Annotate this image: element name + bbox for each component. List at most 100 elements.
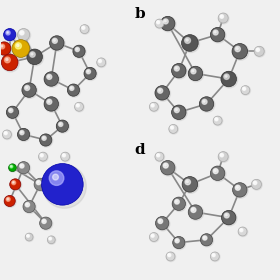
Circle shape <box>43 137 45 139</box>
Circle shape <box>155 152 165 162</box>
Circle shape <box>257 49 258 50</box>
Circle shape <box>191 69 196 74</box>
Circle shape <box>61 152 70 161</box>
Circle shape <box>41 155 42 156</box>
Circle shape <box>74 102 83 111</box>
Circle shape <box>155 86 171 101</box>
Circle shape <box>150 233 158 241</box>
Circle shape <box>172 197 186 211</box>
Circle shape <box>152 104 153 106</box>
Circle shape <box>53 174 59 180</box>
Circle shape <box>34 178 46 190</box>
Circle shape <box>218 152 228 162</box>
Circle shape <box>182 35 199 53</box>
Circle shape <box>176 200 178 202</box>
Circle shape <box>221 210 236 225</box>
Circle shape <box>225 214 227 216</box>
Circle shape <box>27 235 29 237</box>
Circle shape <box>238 227 248 237</box>
Circle shape <box>151 234 154 237</box>
Circle shape <box>98 59 101 63</box>
Circle shape <box>251 179 262 189</box>
Circle shape <box>225 75 227 77</box>
Circle shape <box>6 106 18 118</box>
Circle shape <box>235 185 240 190</box>
Circle shape <box>43 220 45 222</box>
Circle shape <box>18 162 31 175</box>
Circle shape <box>150 102 159 112</box>
Circle shape <box>220 153 223 157</box>
Circle shape <box>4 132 7 135</box>
Circle shape <box>160 160 175 175</box>
Circle shape <box>1 54 18 71</box>
Circle shape <box>218 13 229 24</box>
Circle shape <box>80 25 89 34</box>
Circle shape <box>158 88 163 93</box>
Circle shape <box>6 58 8 61</box>
Circle shape <box>40 134 52 146</box>
Circle shape <box>42 219 46 223</box>
Circle shape <box>160 16 175 31</box>
Circle shape <box>11 166 12 167</box>
Circle shape <box>21 165 22 166</box>
Circle shape <box>174 108 179 113</box>
Circle shape <box>97 58 106 67</box>
Circle shape <box>164 20 166 22</box>
Circle shape <box>1 45 3 47</box>
Circle shape <box>40 154 43 157</box>
Circle shape <box>18 29 31 42</box>
Circle shape <box>185 38 190 43</box>
Circle shape <box>20 164 24 168</box>
Circle shape <box>52 38 57 43</box>
Circle shape <box>212 254 215 257</box>
Circle shape <box>26 204 28 205</box>
Circle shape <box>159 220 161 222</box>
Circle shape <box>47 236 55 244</box>
Circle shape <box>155 19 165 29</box>
Circle shape <box>53 39 55 41</box>
Circle shape <box>17 128 30 141</box>
Circle shape <box>164 164 166 166</box>
Circle shape <box>9 164 16 172</box>
Circle shape <box>256 48 260 52</box>
Circle shape <box>171 126 174 129</box>
Circle shape <box>39 152 48 162</box>
Circle shape <box>186 39 188 41</box>
Circle shape <box>43 165 86 208</box>
Circle shape <box>204 237 205 239</box>
Circle shape <box>155 152 164 161</box>
Circle shape <box>168 254 170 256</box>
Circle shape <box>68 84 80 97</box>
Circle shape <box>215 118 218 121</box>
Circle shape <box>73 45 86 58</box>
Circle shape <box>253 181 257 185</box>
Circle shape <box>26 87 28 88</box>
Circle shape <box>241 86 250 95</box>
Circle shape <box>221 72 238 88</box>
Circle shape <box>2 55 19 72</box>
Circle shape <box>76 48 78 50</box>
Circle shape <box>232 44 249 60</box>
Circle shape <box>161 161 176 176</box>
Text: d: d <box>135 143 145 157</box>
Circle shape <box>3 130 12 139</box>
Circle shape <box>188 205 203 219</box>
Circle shape <box>203 236 207 240</box>
Circle shape <box>241 86 250 95</box>
Circle shape <box>4 29 16 41</box>
Circle shape <box>57 120 69 133</box>
Circle shape <box>39 152 47 161</box>
Circle shape <box>22 83 38 98</box>
Circle shape <box>218 152 229 162</box>
Circle shape <box>48 101 50 102</box>
Circle shape <box>30 52 35 57</box>
Circle shape <box>166 252 176 262</box>
Circle shape <box>45 97 60 112</box>
Circle shape <box>17 44 19 47</box>
Circle shape <box>211 252 220 262</box>
Circle shape <box>210 252 219 261</box>
Circle shape <box>99 60 100 61</box>
Circle shape <box>83 27 84 28</box>
Circle shape <box>0 42 12 56</box>
Circle shape <box>201 234 214 247</box>
